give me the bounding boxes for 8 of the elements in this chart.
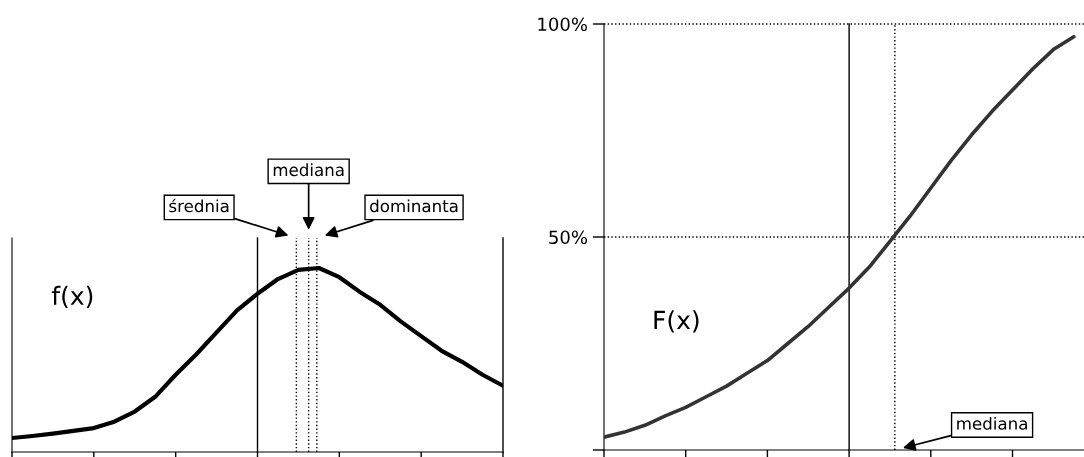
annotation: mediana: [957, 416, 1027, 430]
text: średnia: [169, 198, 229, 213]
annotation: F(x): [654, 310, 699, 333]
y-tick-label: 100%: [538, 17, 588, 32]
text: mediana: [273, 163, 344, 177]
text: dominanta: [370, 199, 458, 213]
y-tick-label: 50%: [549, 230, 588, 245]
annotation: f(x): [51, 285, 93, 309]
